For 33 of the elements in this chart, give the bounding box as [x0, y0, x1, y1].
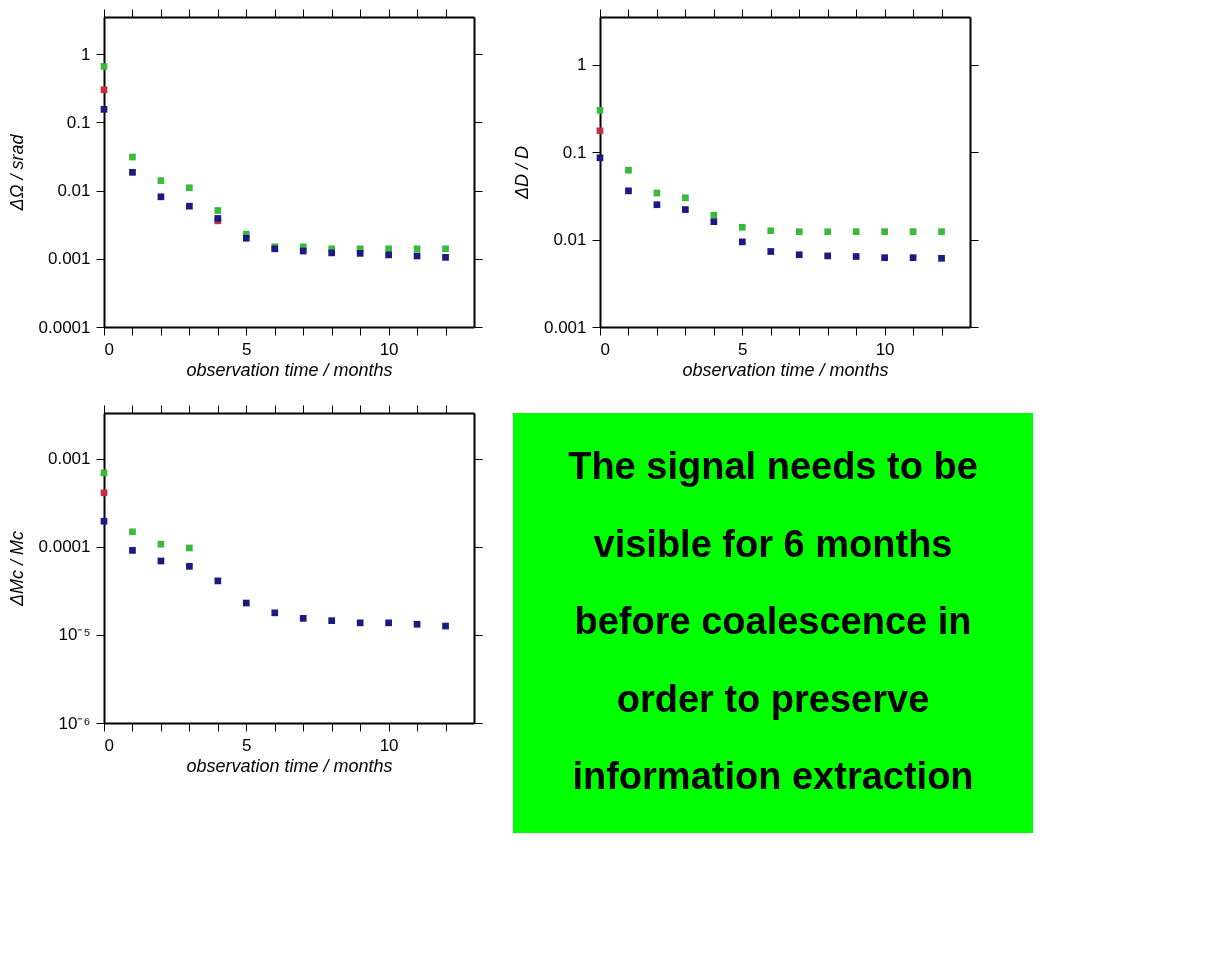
- y-tick-label: 0.001: [47, 449, 91, 469]
- x-tick-label: 5: [738, 339, 748, 359]
- x-tick-label: 5: [242, 339, 252, 359]
- y-tick-label: 10⁻⁵: [58, 625, 91, 645]
- y-tick-label: 1: [81, 44, 91, 64]
- text: order to preserve: [616, 677, 930, 720]
- x-axis-title: observation time / months: [186, 359, 393, 380]
- y-axis-title: ΔΩ / srad: [6, 133, 27, 212]
- y-tick-label: 0.001: [543, 317, 587, 337]
- y-tick-label: 0.001: [47, 249, 91, 269]
- y-tick-label: 0.01: [57, 181, 91, 201]
- y-tick-label: 0.1: [66, 112, 91, 132]
- text: visible for 6 months: [593, 522, 953, 565]
- x-tick-label: 0: [104, 735, 114, 755]
- x-axis-title: observation time / months: [186, 755, 393, 776]
- y-tick-label: 0.1: [562, 142, 587, 162]
- x-tick-label: 10: [379, 735, 399, 755]
- x-tick-label: 5: [242, 735, 252, 755]
- y-tick-label: 1: [577, 55, 587, 75]
- x-tick-label: 10: [379, 339, 399, 359]
- y-tick-label: 0.0001: [38, 537, 91, 557]
- x-tick-label: 10: [875, 339, 895, 359]
- y-axis-title: ΔMc / Mc: [6, 530, 27, 608]
- text: information extraction: [572, 755, 974, 797]
- y-tick-label: 10⁻⁶: [58, 713, 91, 733]
- y-tick-label: 0.0001: [38, 317, 91, 337]
- y-axis-title: ΔD / D: [511, 145, 532, 201]
- x-tick-label: 0: [104, 339, 114, 359]
- x-tick-label: 0: [600, 339, 610, 359]
- y-tick-label: 0.01: [553, 230, 587, 250]
- text: before coalescence in: [574, 600, 972, 642]
- x-axis-title: observation time / months: [682, 359, 889, 380]
- text: The signal needs to be: [568, 445, 978, 487]
